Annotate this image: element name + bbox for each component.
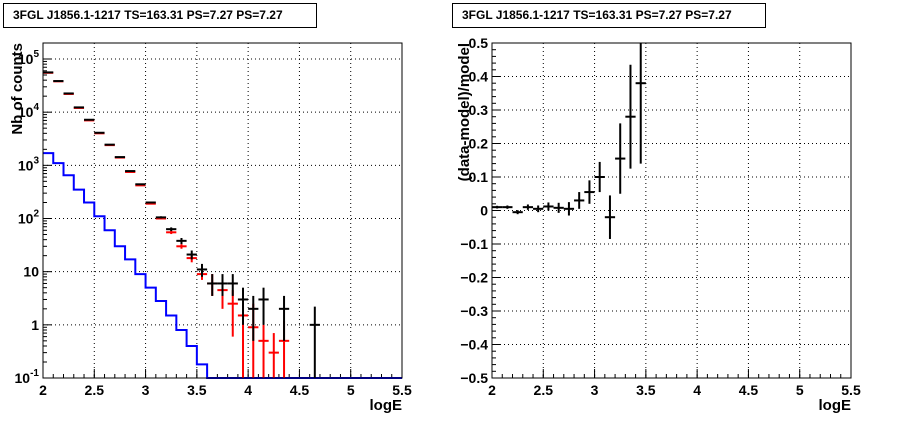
x-tick-label: 3 [142,382,150,398]
x-tick-label: 5.5 [841,382,861,398]
y-tick-label: 0.5 [469,35,489,51]
y-axis-label-right: (data-model)/model [456,43,473,181]
data-point [248,295,259,341]
y-tick-label: 103 [18,155,40,173]
model-point [227,290,238,337]
data-point [145,201,156,204]
data-point [186,250,197,260]
y-tick-label: 104 [18,102,40,120]
x-tick-label: 4.5 [290,382,310,398]
residual-point [625,64,636,169]
model-point [166,230,177,235]
data-point [227,274,238,296]
chart-title-right: 3FGL J1856.1-1217 TS=163.31 PS=7.27 PS=7… [452,3,766,28]
data-point [104,143,115,146]
residual-point [512,210,523,215]
x-tick-label: 3 [591,382,599,398]
x-tick-label: 4.5 [739,382,759,398]
y-tick-label: 1 [31,317,39,333]
x-tick-label: 3.5 [636,382,656,398]
x-tick-label: 5 [796,382,804,398]
residual-point [502,205,513,209]
x-tick-label: 2 [488,382,496,398]
data-point [309,306,320,378]
y-tick-label: 0.1 [469,169,489,185]
residual-point [522,204,534,210]
y-tick-label: 0.4 [469,69,489,85]
residual-point [492,205,503,209]
y-tick-label: 0.2 [469,136,489,152]
x-tick-label: 4 [693,382,701,398]
x-axis-label-right: logE [819,397,852,414]
y-axis-label-left: Nb of counts [9,43,26,135]
data-point [94,131,105,134]
y-tick-label: −0.1 [460,236,488,252]
y-tick-label: −0.3 [460,303,488,319]
y-tick-label: 0 [480,203,488,219]
plot-area-left [43,43,402,378]
data-point [217,274,228,296]
y-tick-label: −0.4 [460,337,488,353]
data-point [166,227,177,232]
x-tick-label: 5.5 [392,382,412,398]
y-tick-label: 0.3 [469,102,489,118]
y-tick-label: −0.2 [460,270,488,286]
residual-point [543,202,554,211]
model-point [176,244,187,249]
data-point [258,287,269,325]
plot-frame-left [42,42,403,379]
y-tick-label: −0.5 [460,370,488,386]
x-axis-label-left: logE [370,397,403,414]
data-point [155,216,167,219]
x-tick-label: 3.5 [187,382,207,398]
data-point [176,237,187,245]
residual-point [574,192,585,209]
residual-point [584,180,595,204]
x-tick-label: 2.5 [534,382,554,398]
data-point [207,274,218,296]
data-point [278,295,290,341]
residual-point [563,202,575,216]
x-tick-label: 2.5 [85,382,105,398]
data-point [53,80,64,83]
x-tick-label: 4 [244,382,252,398]
y-tick-label: 10-1 [15,368,40,386]
residual-point [604,195,616,239]
y-tick-label: 102 [18,209,40,227]
data-point [237,287,249,325]
x-tick-label: 2 [39,382,47,398]
plot-frame-right [491,42,852,379]
residual-point [594,161,605,193]
data-point [84,118,95,121]
data-point [135,183,146,186]
data-point [114,156,126,159]
data-point [196,263,208,277]
y-tick-label: 10 [23,264,39,280]
chart-title-left: 3FGL J1856.1-1217 TS=163.31 PS=7.27 PS=7… [3,3,317,28]
residual-point [615,123,626,194]
residual-point [553,202,564,213]
residual-point [533,205,544,213]
model-point [258,324,269,378]
data-point [125,170,136,173]
y-tick-label: 105 [18,49,40,67]
plot-area-right [492,43,851,378]
x-tick-label: 5 [347,382,355,398]
residual-point [635,43,646,164]
model-point [268,333,279,378]
